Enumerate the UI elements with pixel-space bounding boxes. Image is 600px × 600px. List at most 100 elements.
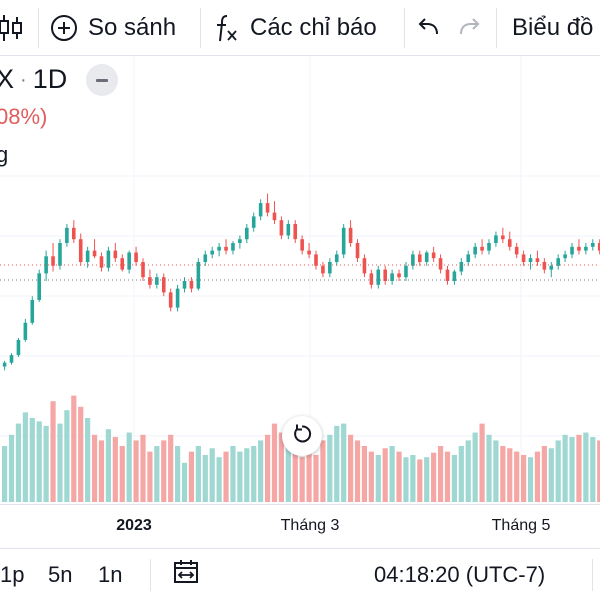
volume-bar [382,448,388,502]
clock-timezone-button[interactable]: 04:18:20 (UTC-7) [374,549,545,600]
symbol-name: X [0,64,15,94]
candle-body [65,227,69,243]
legend-separator-dot: · [20,69,27,92]
candle-body [44,256,48,274]
candle-body [466,254,471,262]
volume-bar [361,446,368,502]
candle-body [85,250,90,262]
minus-icon [96,78,108,82]
candle-body [127,252,131,270]
chart-layout-button[interactable]: Biểu đồ [512,0,593,56]
redo-icon [456,15,482,41]
volume-bars [2,395,600,502]
candle-body [210,250,214,255]
volume-bar [597,440,600,502]
candle-body [134,252,138,262]
candle-body [369,273,374,285]
candle-body [397,273,401,278]
indicators-button[interactable]: Các chỉ báo [214,0,377,56]
price-change-value: 08%) [0,104,48,129]
chart-type-button[interactable] [0,0,28,56]
candles-icon [0,13,24,43]
volume-bar [341,423,347,502]
volume-bar [306,448,312,502]
candle-body [341,227,346,255]
legend-symbol[interactable]: X · 1D [0,64,67,95]
candle-body [355,243,360,259]
legend-collapse-button[interactable] [86,64,118,96]
volume-bar [458,446,464,502]
bottom-toolbar: 1p 5n 1n 04:18:20 (UTC-7) [0,548,600,600]
volume-bar [590,437,596,502]
candle-body [321,265,325,274]
compare-label: So sánh [88,14,177,41]
candle-body [501,235,505,240]
volume-bar [209,448,215,502]
volume-bar [334,425,340,502]
toolbar-divider [404,8,405,48]
candle-body [563,254,567,259]
candle-body [120,258,125,270]
range-1p-button[interactable]: 1p [0,549,24,600]
candle-body [514,246,519,255]
volume-bar [29,418,35,502]
candle-body [141,262,145,278]
volume-bar [237,451,243,502]
time-axis[interactable]: 2023 Tháng 3 Tháng 5 [0,504,600,548]
reset-chart-button[interactable] [282,416,322,456]
volume-bar [431,452,437,502]
range-5n-button[interactable]: 5n [48,549,72,600]
volume-bar [486,434,492,502]
range-1n-button[interactable]: 1n [98,549,122,600]
candle-body [431,252,436,259]
volume-bar [168,434,174,502]
undo-button[interactable] [416,0,442,56]
volume-bar [8,434,15,502]
volume-bar [327,434,333,502]
candle-body [161,277,166,293]
candle-body [196,262,201,289]
range-1p-label: 1p [0,562,25,587]
volume-bar [410,454,416,502]
candle-body [556,258,560,266]
redo-button[interactable] [456,0,482,56]
candle-body [113,250,118,259]
volume-bar [223,451,229,502]
fx-icon [214,13,240,43]
candle-body [418,254,422,262]
price-chart[interactable] [0,56,600,504]
volume-bar [583,432,589,502]
candle-body [452,271,457,281]
volume-bar [437,446,444,502]
volume-bar [493,440,499,502]
candle-body [376,269,381,285]
candle-body [300,239,304,251]
candle-body [570,246,574,255]
volume-bar [576,434,582,502]
candle-body [217,246,221,251]
volume-bar [299,457,305,502]
volume-bar [78,406,84,502]
candle-body [390,273,394,281]
volume-bar [154,446,160,502]
candle-body [245,227,249,240]
volume-bar [500,446,506,502]
candle-body [148,277,152,285]
date-range-button[interactable] [172,549,202,600]
volume-bar [216,457,222,502]
interval-label: 1D [32,64,68,94]
volume-bar [285,446,291,502]
volume-bar [119,446,125,502]
volume-bar [569,437,575,502]
compare-button[interactable]: So sánh [50,0,176,56]
volume-bar [348,434,354,502]
volume-bar [195,446,201,502]
volume-bar [2,446,8,502]
volume-bar [521,454,527,502]
candle-body [238,239,242,243]
volume-bar [264,434,271,502]
volume-bar [251,446,257,502]
volume-bar [64,410,70,502]
volume-bar [98,440,105,502]
undo-icon [416,15,442,41]
